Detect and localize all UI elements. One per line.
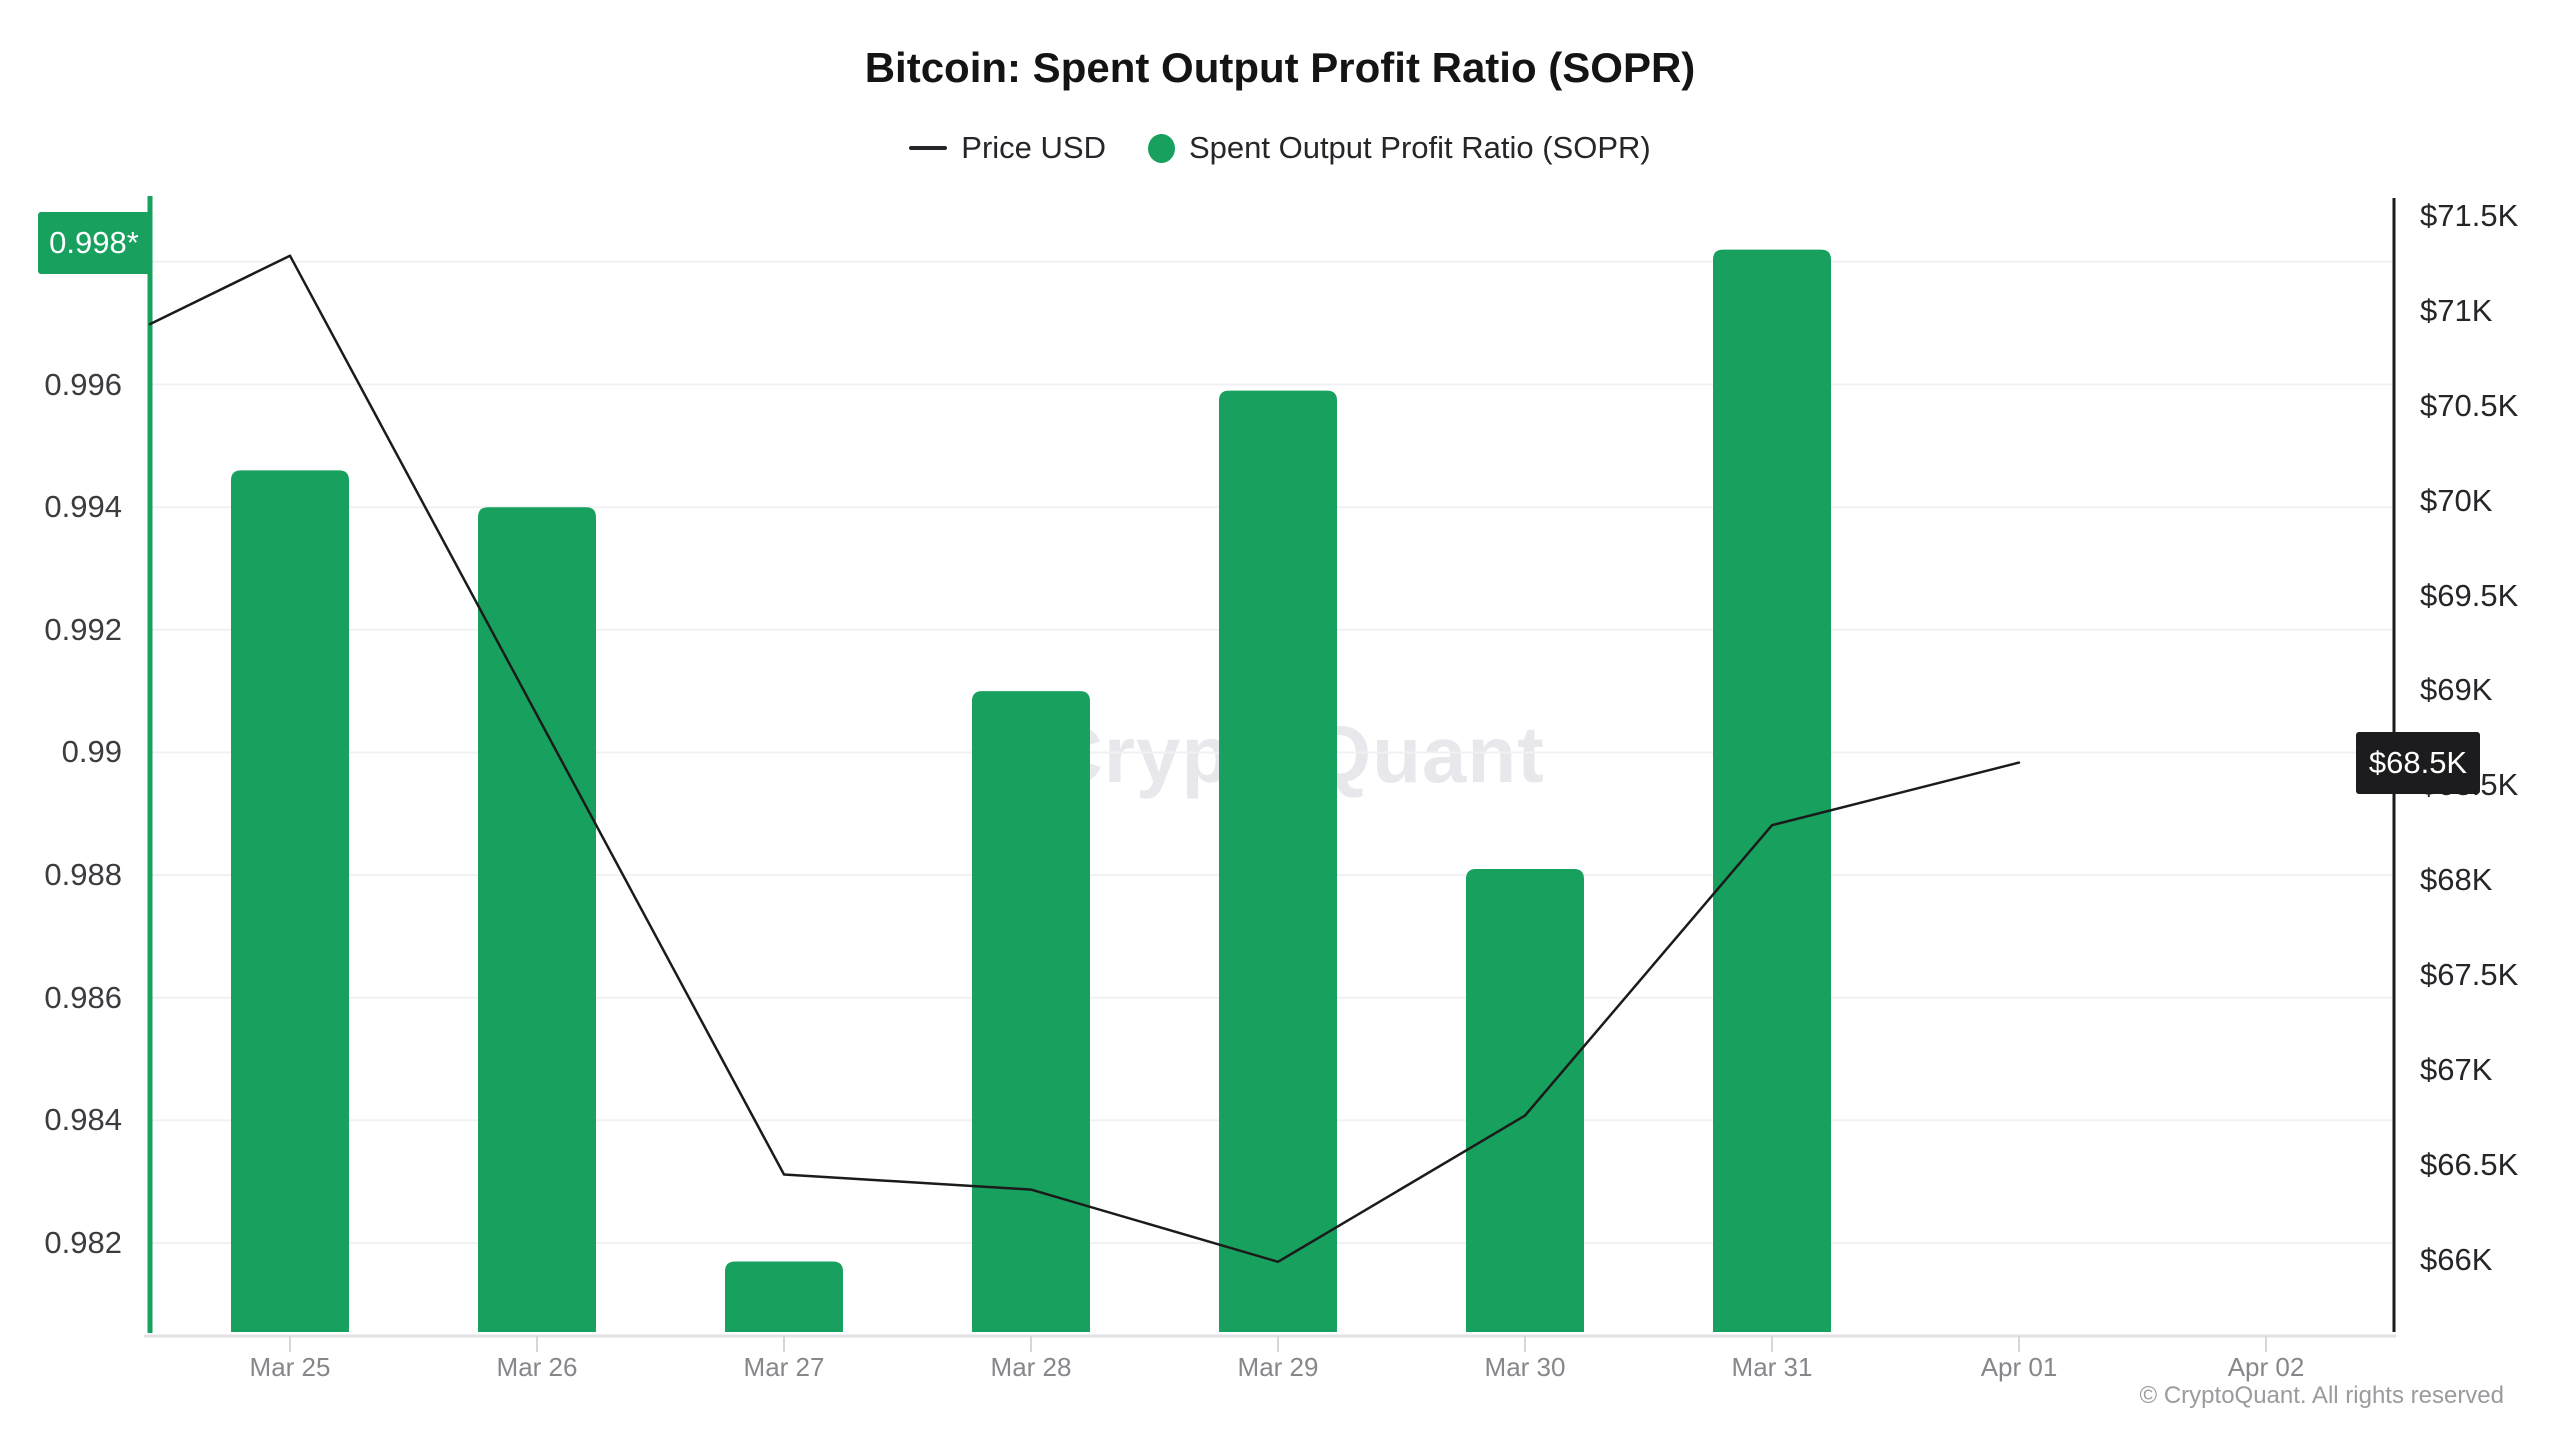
left-axis-label: 0.984: [44, 1102, 122, 1137]
left-axis-label: 0.982: [44, 1225, 122, 1260]
legend-item-price-usd[interactable]: Price USD: [909, 130, 1106, 166]
sopr-bar[interactable]: [725, 1261, 843, 1333]
sopr-bar[interactable]: [1466, 869, 1584, 1332]
x-axis-label: Mar 29: [1237, 1352, 1319, 1382]
left-axis-label: 0.994: [44, 489, 122, 524]
line-swatch-icon: [909, 146, 948, 150]
right-axis-label: $70K: [2420, 483, 2493, 518]
right-axis-label: $68K: [2420, 862, 2493, 897]
price-latest-value-badge: $68.5K: [2356, 732, 2480, 794]
copyright-notice: © CryptoQuant. All rights reserved: [2139, 1382, 2505, 1409]
right-axis-label: $69K: [2420, 672, 2493, 707]
right-axis-label: $67.5K: [2420, 957, 2519, 992]
right-axis-label: $67K: [2420, 1052, 2493, 1087]
sopr-bar[interactable]: [478, 507, 596, 1332]
right-axis-label: $70.5K: [2420, 388, 2519, 423]
right-axis-label: $71K: [2420, 293, 2493, 328]
sopr-latest-value-badge: 0.998*: [38, 212, 150, 274]
sopr-bar[interactable]: [1219, 390, 1337, 1333]
legend-label-sopr: Spent Output Profit Ratio (SOPR): [1188, 130, 1651, 165]
right-axis-label: $71.5K: [2420, 198, 2519, 233]
left-axis-label: 0.996: [44, 367, 122, 402]
x-axis-label: Mar 27: [743, 1352, 825, 1382]
x-axis-label: Mar 30: [1484, 1352, 1566, 1382]
right-axis-label: $66K: [2420, 1242, 2493, 1277]
x-axis-label: Apr 01: [1980, 1352, 2058, 1382]
chart-legend: Price USD Spent Output Profit Ratio (SOP…: [0, 128, 2560, 168]
x-axis-label: Mar 28: [990, 1352, 1072, 1382]
chart-title: Bitcoin: Spent Output Profit Ratio (SOPR…: [864, 44, 1696, 91]
right-axis-label: $66.5K: [2420, 1147, 2519, 1182]
sopr-bar[interactable]: [972, 691, 1090, 1332]
left-axis-label: 0.986: [44, 980, 122, 1015]
sopr-bar[interactable]: [1713, 249, 1831, 1333]
legend-item-sopr[interactable]: Spent Output Profit Ratio (SOPR): [1147, 130, 1651, 166]
x-axis-label: Mar 25: [249, 1352, 331, 1382]
left-axis-label: 0.99: [61, 734, 122, 769]
dot-swatch-icon: [1147, 133, 1175, 163]
legend-label-price-usd: Price USD: [961, 130, 1106, 165]
right-axis-label: $69.5K: [2420, 578, 2519, 613]
left-axis-label: 0.992: [44, 612, 122, 647]
price-usd-line[interactable]: [148, 254, 2021, 1264]
sopr-bar[interactable]: [231, 470, 349, 1332]
left-axis-label: 0.988: [44, 857, 122, 892]
x-axis-label: Mar 26: [496, 1352, 578, 1382]
x-axis-label: Mar 31: [1731, 1352, 1813, 1382]
x-axis-label: Apr 02: [2227, 1352, 2305, 1382]
